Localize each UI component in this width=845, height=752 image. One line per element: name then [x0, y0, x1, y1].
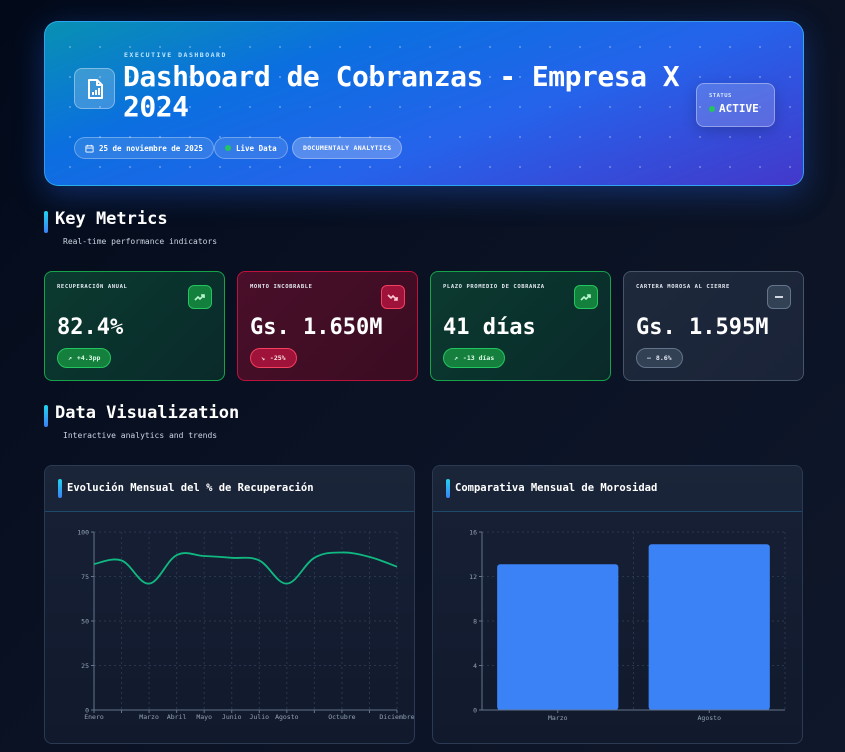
- trending-up-icon: [574, 285, 598, 309]
- arrow-up-right-icon: ↗: [68, 354, 72, 362]
- metric-value: 82.4%: [57, 315, 124, 340]
- x-tick-label: Diciembre: [379, 713, 414, 721]
- section-accent: [44, 405, 48, 427]
- y-tick-label: 12: [469, 573, 477, 581]
- section-subtitle: Real-time performance indicators: [63, 237, 218, 246]
- minus-icon: [767, 285, 791, 309]
- header-kicker: EXECUTIVE DASHBOARD: [124, 51, 227, 59]
- x-tick-label: Mayo: [196, 713, 212, 721]
- metric-change-badge: ↗ -13 días: [443, 348, 506, 368]
- status-label: STATUS: [709, 93, 732, 99]
- metric-label: MONTO INCOBRABLE: [250, 284, 313, 290]
- y-tick-label: 25: [81, 662, 89, 670]
- section-subtitle: Interactive analytics and trends: [63, 431, 218, 440]
- y-tick-label: 50: [81, 618, 89, 626]
- metric-change-badge: — 8.6%: [636, 348, 683, 368]
- calendar-icon: [85, 144, 94, 153]
- metric-label: CARTERA MOROSA AL CIERRE: [636, 284, 730, 290]
- live-label: Live Data: [236, 143, 277, 153]
- x-tick-label: Agosto: [698, 714, 722, 722]
- x-tick-label: Abril: [167, 713, 187, 721]
- x-tick-label: Junio: [222, 713, 242, 721]
- metric-change: +4.3pp: [76, 354, 101, 362]
- bar-chart[interactable]: 0 4 8 12 16 Marzo Agosto: [433, 512, 803, 744]
- dot-pattern: [45, 22, 803, 185]
- metric-card-incobrable: MONTO INCOBRABLE Gs. 1.650M ↘ -25%: [237, 271, 418, 381]
- metric-change: -13 días: [462, 354, 495, 362]
- live-dot-icon: [225, 145, 231, 151]
- status-dot-icon: [709, 105, 715, 112]
- metric-value: Gs. 1.595M: [636, 315, 769, 340]
- trending-up-icon: [188, 285, 212, 309]
- recovery-line[interactable]: [93, 551, 398, 585]
- bar-marzo[interactable]: [497, 564, 619, 710]
- y-tick-label: 16: [469, 529, 477, 537]
- y-tick-label: 8: [473, 618, 477, 626]
- status-value: ACTIVE: [719, 102, 759, 115]
- chart-header: Comparativa Mensual de Morosidad: [433, 466, 802, 512]
- chart-title: Evolución Mensual del % de Recuperación: [67, 482, 314, 494]
- date-chip: 25 de noviembre de 2025: [74, 137, 214, 159]
- arrow-down-right-icon: ↘: [261, 354, 265, 362]
- section-title: Key Metrics: [55, 209, 168, 229]
- y-tick-label: 0: [85, 707, 89, 715]
- metric-label: RECUPERACIÓN ANUAL: [57, 284, 128, 290]
- section-accent: [44, 211, 48, 233]
- metric-change-badge: ↘ -25%: [250, 348, 297, 368]
- y-tick-label: 0: [473, 707, 477, 715]
- status-badge: ACTIVE: [709, 102, 762, 115]
- live-data-chip: Live Data: [214, 137, 288, 159]
- metric-label: PLAZO PROMEDIO DE COBRANZA: [443, 284, 545, 290]
- metric-value: 41 días: [443, 315, 536, 340]
- line-chart[interactable]: 0 25 50 75 100 Enero Marzo Abril Mayo Junio Julio A…: [45, 512, 415, 744]
- y-tick-label: 75: [81, 573, 89, 581]
- dashboard-header: EXECUTIVE DASHBOARD Dashboard de Cobranz…: [44, 21, 804, 186]
- x-tick-label: Marzo: [139, 713, 159, 721]
- x-tick-label: Marzo: [548, 714, 568, 722]
- bar-chart-card: Comparativa Mensual de Morosidad 0 4 8 12 16…: [432, 465, 803, 744]
- status-card: STATUS ACTIVE: [696, 83, 775, 127]
- x-tick-label: Agosto: [275, 713, 299, 721]
- y-tick-label: 100: [77, 529, 89, 537]
- x-tick-label: Octubre: [328, 713, 355, 721]
- metric-card-recuperacion: RECUPERACIÓN ANUAL 82.4% ↗ +4.3pp: [44, 271, 225, 381]
- chart-title: Comparativa Mensual de Morosidad: [455, 482, 658, 494]
- bar-agosto[interactable]: [648, 544, 770, 710]
- metric-card-plazo: PLAZO PROMEDIO DE COBRANZA 41 días ↗ -13…: [430, 271, 611, 381]
- file-chart-icon: [74, 68, 115, 109]
- brand-chip: DOCUMENTALY ANALYTICS: [292, 137, 403, 159]
- chart-header: Evolución Mensual del % de Recuperación: [45, 466, 414, 512]
- section-title: Data Visualization: [55, 403, 240, 423]
- metric-change: 8.6%: [655, 354, 672, 362]
- line-chart-card: Evolución Mensual del % de Recuperación …: [44, 465, 415, 744]
- page-title: Dashboard de Cobranzas - Empresa X 2024: [123, 60, 680, 123]
- x-tick-label: Enero: [84, 713, 104, 721]
- metric-value: Gs. 1.650M: [250, 315, 383, 340]
- date-label: 25 de noviembre de 2025: [99, 143, 203, 153]
- chart-accent: [58, 479, 62, 498]
- arrow-up-right-icon: ↗: [454, 354, 458, 362]
- dash-icon: —: [647, 354, 651, 362]
- metric-change: -25%: [269, 354, 286, 362]
- metric-change-badge: ↗ +4.3pp: [57, 348, 112, 368]
- chart-accent: [446, 479, 450, 498]
- y-tick-label: 4: [473, 662, 477, 670]
- brand-label: DOCUMENTALY ANALYTICS: [303, 144, 392, 152]
- metric-card-cartera: CARTERA MOROSA AL CIERRE Gs. 1.595M — 8.…: [623, 271, 804, 381]
- x-tick-label: Julio: [249, 713, 269, 721]
- trending-down-icon: [381, 285, 405, 309]
